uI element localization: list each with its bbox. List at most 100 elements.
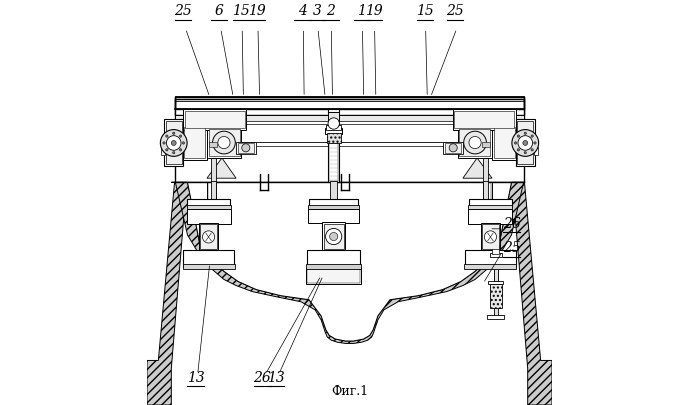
Circle shape [328, 118, 340, 129]
Text: 3: 3 [312, 4, 322, 18]
Text: 19: 19 [248, 4, 266, 18]
Circle shape [523, 141, 528, 145]
Bar [483, 181, 489, 211]
Bar [324, 224, 344, 249]
Circle shape [180, 135, 182, 137]
Circle shape [524, 151, 526, 154]
Circle shape [180, 149, 182, 151]
Text: Фиг.1: Фиг.1 [331, 385, 368, 398]
Circle shape [463, 131, 487, 154]
Bar [453, 109, 516, 130]
Bar [482, 142, 491, 147]
Bar [306, 268, 361, 284]
Circle shape [212, 131, 236, 154]
Bar [175, 121, 524, 124]
Bar [182, 126, 207, 160]
Circle shape [512, 130, 539, 156]
Bar [210, 150, 216, 182]
Bar [175, 115, 524, 122]
Text: 1: 1 [357, 4, 366, 18]
Bar [183, 250, 234, 267]
Text: 15: 15 [416, 4, 433, 18]
Text: 19: 19 [365, 4, 382, 18]
Circle shape [160, 130, 187, 156]
Bar [493, 127, 514, 158]
Circle shape [484, 231, 496, 243]
Bar [326, 125, 341, 130]
Circle shape [166, 136, 181, 150]
Circle shape [518, 136, 533, 150]
Bar [210, 181, 216, 211]
Bar [175, 96, 524, 99]
Bar [187, 199, 230, 207]
Bar [322, 222, 345, 251]
Text: 25: 25 [174, 4, 192, 18]
Bar [465, 250, 516, 267]
Bar [483, 150, 489, 182]
Bar [183, 109, 246, 130]
Bar [331, 109, 336, 182]
Polygon shape [147, 182, 187, 405]
Bar [185, 127, 206, 158]
Bar [166, 121, 182, 164]
Bar [307, 250, 361, 266]
Text: 6: 6 [215, 4, 224, 18]
Bar [464, 264, 517, 269]
Bar [175, 99, 524, 109]
Circle shape [203, 231, 215, 243]
Bar [308, 205, 359, 210]
Circle shape [171, 141, 176, 145]
Bar [329, 142, 339, 182]
Bar [199, 223, 218, 251]
Bar [327, 133, 340, 143]
Bar [208, 183, 215, 246]
Bar [329, 112, 339, 128]
Bar [238, 143, 254, 153]
Text: 13: 13 [267, 371, 284, 385]
Bar [482, 224, 498, 249]
Bar [534, 147, 538, 155]
Circle shape [514, 142, 517, 144]
Bar [161, 147, 165, 155]
Bar [207, 182, 216, 247]
Polygon shape [187, 182, 512, 341]
Text: 26: 26 [254, 371, 271, 385]
Bar [208, 129, 240, 156]
Bar [445, 143, 461, 153]
Bar [185, 111, 245, 128]
Bar [187, 205, 231, 210]
Bar [307, 269, 361, 283]
Circle shape [218, 136, 230, 149]
Bar [328, 109, 340, 113]
Bar [306, 264, 361, 269]
Bar [492, 126, 517, 160]
Bar [329, 143, 338, 181]
Text: 25: 25 [446, 4, 463, 18]
Bar [458, 128, 492, 158]
Bar [182, 264, 235, 269]
Bar [175, 97, 524, 109]
Polygon shape [171, 182, 524, 343]
Circle shape [534, 142, 536, 144]
Bar [175, 109, 524, 115]
Bar [207, 128, 241, 158]
Circle shape [173, 151, 175, 154]
Bar [454, 111, 514, 128]
Circle shape [182, 142, 185, 144]
Circle shape [163, 142, 165, 144]
Text: 13: 13 [187, 371, 205, 385]
Bar [492, 245, 499, 254]
Circle shape [524, 132, 526, 134]
Bar [208, 142, 217, 147]
Bar [493, 251, 498, 316]
Polygon shape [512, 182, 552, 405]
Bar [330, 181, 338, 207]
Circle shape [469, 136, 481, 149]
Bar [443, 142, 463, 154]
Text: 26: 26 [503, 217, 520, 231]
Text: 15: 15 [233, 4, 250, 18]
Bar [468, 209, 512, 224]
Bar [489, 284, 502, 308]
Polygon shape [463, 158, 492, 178]
Bar [483, 182, 492, 247]
